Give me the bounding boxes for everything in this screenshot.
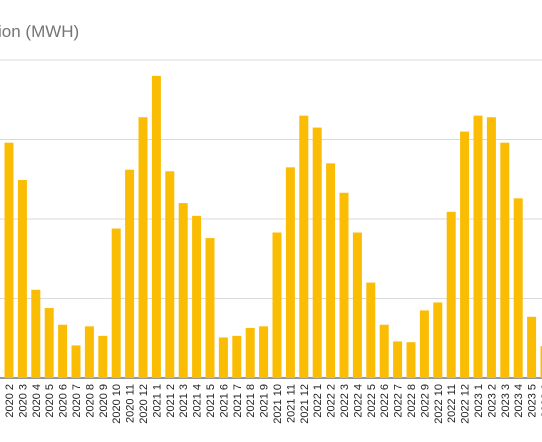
bar xyxy=(4,142,14,378)
bars xyxy=(4,75,542,379)
x-tick-label: 2022 4 xyxy=(352,384,364,418)
bar xyxy=(245,327,255,378)
bar xyxy=(31,289,41,378)
x-tick-label: 2022 6 xyxy=(379,384,391,418)
bar xyxy=(232,335,242,378)
x-tick-label: 2020 5 xyxy=(44,384,56,418)
x-tick-label: 2020 11 xyxy=(125,384,137,423)
bar xyxy=(151,75,161,379)
bar xyxy=(84,326,94,378)
bar xyxy=(406,342,416,378)
x-tick-label: 2022 12 xyxy=(460,384,472,424)
bar xyxy=(312,127,322,378)
bar xyxy=(419,310,429,378)
x-tick-label: 2020 6 xyxy=(58,384,70,418)
x-tick-label: 2023 6 xyxy=(540,384,542,418)
bar xyxy=(44,308,54,378)
bar xyxy=(326,163,336,378)
x-tick-labels: 2020 2 2020 3 2020 4 2020 5 2020 6 2020 7 2020… xyxy=(4,384,542,424)
x-tick-label: 2021 11 xyxy=(285,384,297,423)
x-tick-label: 2020 9 xyxy=(98,384,110,418)
bar xyxy=(58,324,68,378)
x-tick-label: 2021 6 xyxy=(218,384,230,418)
x-tick-label: 2022 2 xyxy=(326,384,338,418)
bar xyxy=(218,337,228,378)
x-tick-label: 2022 5 xyxy=(366,384,378,418)
x-tick-label: 2020 10 xyxy=(111,384,123,424)
bar xyxy=(513,198,523,378)
x-tick-label: 2022 1 xyxy=(312,384,324,418)
bar xyxy=(393,341,403,378)
bar xyxy=(527,316,537,378)
x-tick-label: 2021 8 xyxy=(245,384,257,418)
bar xyxy=(339,192,349,378)
x-tick-label: 2023 5 xyxy=(527,384,539,418)
bar xyxy=(433,302,443,378)
x-tick-label: 2022 10 xyxy=(433,384,445,424)
bar xyxy=(17,180,27,378)
x-tick-label: 2023 1 xyxy=(473,384,485,418)
bar xyxy=(178,203,188,378)
chart-title: ion (MWH) xyxy=(0,22,79,41)
x-tick-label: 2022 7 xyxy=(393,384,405,418)
x-tick-label: 2022 3 xyxy=(339,384,351,418)
bar xyxy=(500,142,510,378)
x-tick-label: 2021 5 xyxy=(205,384,217,418)
x-tick-label: 2021 7 xyxy=(232,384,244,418)
bar xyxy=(111,228,121,378)
x-tick-label: 2023 2 xyxy=(486,384,498,418)
x-tick-label: 2021 1 xyxy=(151,384,163,418)
bar xyxy=(379,324,389,378)
bar xyxy=(98,335,108,378)
bar xyxy=(473,115,483,379)
bar xyxy=(259,326,269,378)
bar xyxy=(138,117,148,379)
bar xyxy=(125,169,135,378)
x-tick-label: 2021 3 xyxy=(178,384,190,418)
bar xyxy=(165,171,175,378)
bar xyxy=(299,115,309,379)
x-tick-label: 2020 12 xyxy=(138,384,150,424)
bar xyxy=(460,131,470,378)
x-tick-label: 2021 4 xyxy=(192,384,204,418)
x-tick-label: 2020 2 xyxy=(4,384,16,418)
x-tick-label: 2022 8 xyxy=(406,384,418,418)
bar xyxy=(285,167,295,378)
x-tick-label: 2021 12 xyxy=(299,384,311,424)
bar xyxy=(486,117,496,379)
bar xyxy=(272,232,282,378)
x-tick-label: 2020 3 xyxy=(17,384,29,418)
x-tick-label: 2022 11 xyxy=(446,384,458,423)
x-tick-label: 2023 3 xyxy=(500,384,512,418)
bar xyxy=(446,211,456,378)
bar xyxy=(366,282,376,378)
bar xyxy=(352,232,362,378)
bar xyxy=(192,215,202,378)
x-tick-label: 2023 4 xyxy=(513,384,525,418)
bar xyxy=(71,345,81,378)
x-tick-label: 2020 8 xyxy=(84,384,96,418)
x-tick-label: 2020 7 xyxy=(71,384,83,418)
bar xyxy=(205,238,215,378)
x-tick-label: 2021 10 xyxy=(272,384,284,424)
x-tick-label: 2022 9 xyxy=(419,384,431,418)
x-tick-label: 2021 9 xyxy=(259,384,271,418)
x-tick-label: 2020 4 xyxy=(31,384,43,418)
bar xyxy=(540,346,542,378)
x-tick-label: 2021 2 xyxy=(165,384,177,418)
